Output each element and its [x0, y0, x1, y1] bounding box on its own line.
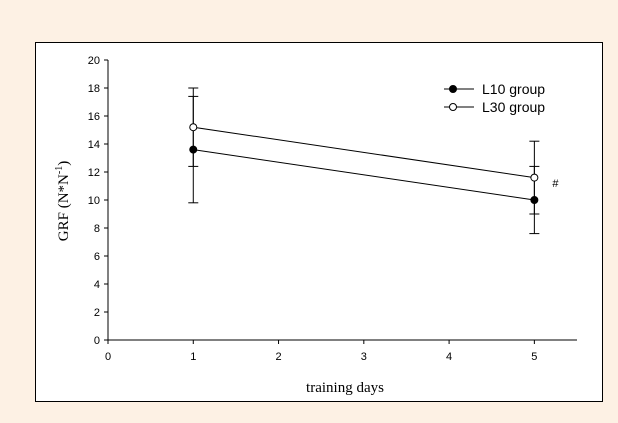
legend-label: L10 group: [482, 81, 545, 97]
y-tick-label: 16: [88, 111, 100, 123]
y-tick-label: 12: [88, 167, 100, 179]
y-tick-label: 8: [94, 223, 100, 235]
y-tick-label: 14: [88, 139, 100, 151]
y-axis-title-superscript: -1: [54, 166, 65, 174]
y-tick-label: 10: [88, 195, 100, 207]
legend: L10 group L30 group: [444, 81, 545, 115]
data-point-2: [530, 173, 539, 182]
data-point-2: [189, 123, 198, 132]
data-point-1: [189, 145, 198, 154]
y-axis-title-close: ): [56, 161, 72, 166]
data-point-1: [530, 196, 539, 204]
legend-marker: [449, 85, 457, 93]
y-tick-label: 0: [94, 335, 100, 347]
y-tick-label: 4: [94, 279, 100, 291]
legend-label: L30 group: [482, 99, 545, 115]
y-tick-label: 2: [94, 307, 100, 319]
x-tick-label: 2: [275, 351, 281, 363]
y-axis-title-main: GRF (N*N: [56, 174, 72, 241]
x-tick-label: 3: [361, 351, 367, 363]
x-tick-label: 0: [105, 351, 111, 363]
x-tick-label: 4: [446, 351, 452, 363]
significance-marker: #: [552, 178, 559, 190]
x-axis-title: training days: [306, 380, 384, 396]
series-layer: #: [188, 87, 559, 235]
y-axis-title: GRF (N*N-1): [54, 161, 72, 241]
series-line-2: [193, 126, 535, 179]
chart-frame: 0 2 4 6 8 10 12 14 16 18 20 0 1 2 3 4 5 # L10 group L30 g…: [35, 42, 603, 402]
y-tick-label: 6: [94, 251, 100, 263]
x-tick-label: 5: [531, 351, 537, 363]
x-tick-label: 1: [190, 351, 196, 363]
legend-marker: [449, 103, 457, 111]
y-tick-label: 20: [88, 55, 100, 67]
series-line-1: [193, 149, 535, 201]
y-tick-label: 18: [88, 83, 100, 95]
